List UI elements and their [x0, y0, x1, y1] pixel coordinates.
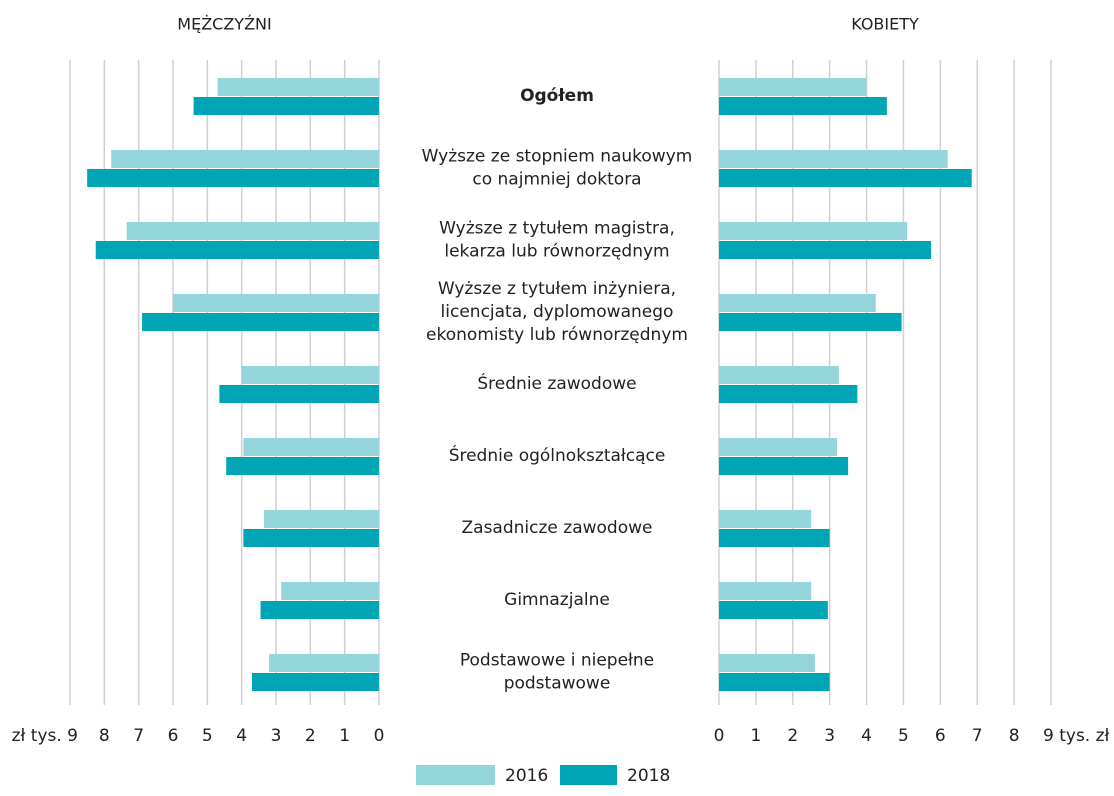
bar: [95, 241, 379, 259]
bar: [87, 169, 380, 187]
bar: [719, 385, 858, 403]
bar: [719, 582, 812, 600]
bar: [719, 150, 948, 168]
category-label: Podstawowe i niepełne: [460, 651, 654, 671]
bar: [251, 673, 379, 691]
x-tick-label: 5: [898, 726, 909, 746]
legend-swatch: [416, 765, 495, 785]
x-tick-label: 8: [99, 726, 110, 746]
legend-label: 2016: [505, 766, 548, 786]
x-tick-label: 7: [133, 726, 144, 746]
bar: [719, 366, 839, 384]
bar: [719, 78, 867, 96]
bar: [719, 654, 815, 672]
bar: [719, 97, 887, 115]
x-tick-label: 5: [202, 726, 213, 746]
category-label: Wyższe z tytułem inżyniera,: [438, 279, 676, 299]
bar: [719, 294, 876, 312]
bar: [719, 673, 830, 691]
bar: [219, 385, 379, 403]
bar: [226, 457, 379, 475]
category-label: lekarza lub równorzędnym: [444, 242, 669, 262]
legend-swatch: [560, 765, 617, 785]
category-label: co najmniej doktora: [472, 170, 641, 190]
bar: [719, 601, 828, 619]
bar: [142, 313, 379, 331]
category-label: podstawowe: [504, 674, 611, 694]
category-label: Wyższe z tytułem magistra,: [439, 219, 675, 239]
bar: [241, 366, 379, 384]
x-tick-label: 8: [1009, 726, 1020, 746]
bar: [281, 582, 379, 600]
category-label: Średnie zawodowe: [477, 372, 636, 394]
bar: [719, 169, 972, 187]
x-tick-label: 2: [305, 726, 316, 746]
category-label: Wyższe ze stopniem naukowym: [422, 147, 693, 167]
x-tick-label: 1: [339, 726, 350, 746]
x-tick-label: 3: [824, 726, 835, 746]
bar: [263, 510, 379, 528]
panel-title: MĘŻCZYŹNI: [177, 15, 271, 34]
bar: [217, 78, 379, 96]
bar: [719, 222, 908, 240]
x-tick-label: 0: [374, 726, 385, 746]
panel-title: KOBIETY: [851, 15, 919, 34]
bar: [269, 654, 379, 672]
bar: [243, 438, 379, 456]
bar: [719, 313, 902, 331]
bar: [193, 97, 379, 115]
x-tick-label: 2: [787, 726, 798, 746]
category-label: ekonomisty lub równorzędnym: [426, 325, 688, 345]
x-tick-label: 6: [168, 726, 179, 746]
bar: [719, 529, 830, 547]
legend-label: 2018: [627, 766, 670, 786]
x-tick-label: 6: [935, 726, 946, 746]
bar: [719, 241, 932, 259]
x-tick-label: 7: [972, 726, 983, 746]
x-tick-label: 3: [271, 726, 282, 746]
category-label: licencjata, dyplomowanego: [441, 302, 674, 322]
bar: [126, 222, 380, 240]
bar: [260, 601, 379, 619]
x-tick-label: 4: [236, 726, 247, 746]
category-label: Gimnazjalne: [504, 590, 610, 610]
category-label: Średnie ogólnokształcące: [449, 444, 666, 466]
x-tick-label: 9 tys. zł: [1043, 726, 1110, 746]
x-tick-label: zł tys. 9: [12, 726, 78, 746]
bar: [719, 457, 849, 475]
category-label: Zasadnicze zawodowe: [462, 518, 653, 538]
category-label: Ogółem: [520, 86, 594, 106]
x-tick-label: 0: [714, 726, 725, 746]
bar: [719, 510, 812, 528]
bar: [719, 438, 838, 456]
bar: [111, 150, 379, 168]
bar: [173, 294, 379, 312]
x-tick-label: 1: [750, 726, 761, 746]
x-tick-label: 4: [861, 726, 872, 746]
bar: [243, 529, 379, 547]
